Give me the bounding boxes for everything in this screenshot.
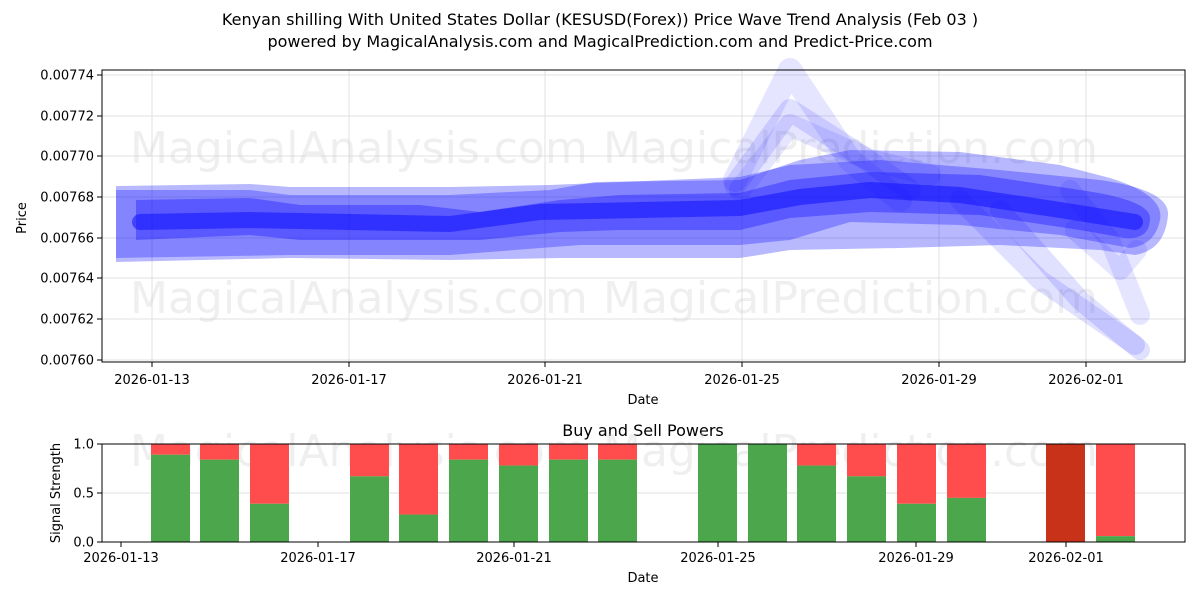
signal-bar bbox=[549, 444, 588, 542]
price-y-axis-label: Price bbox=[15, 202, 30, 234]
signal-bar bbox=[698, 444, 737, 542]
signal-y-axis: 1.0 0.5 0.0 bbox=[73, 438, 102, 551]
x-tick-label: 2026-01-29 bbox=[901, 373, 977, 388]
x-tick-label: 2026-01-17 bbox=[311, 373, 387, 388]
x-tick-label: 2026-01-21 bbox=[507, 373, 583, 388]
buy-power-segment bbox=[748, 444, 787, 542]
sell-power-segment bbox=[200, 444, 239, 460]
sell-power-segment bbox=[350, 444, 389, 476]
signal-chart: Buy and Sell Powers MagicalAnalysis.com … bbox=[49, 421, 1185, 586]
x-tick-label: 2026-02-01 bbox=[1028, 551, 1104, 566]
sell-power-segment bbox=[1046, 444, 1085, 542]
buy-power-segment bbox=[499, 466, 538, 542]
sell-power-segment bbox=[847, 444, 886, 476]
signal-bar bbox=[399, 444, 438, 542]
price-y-axis: 0.00774 0.00772 0.00770 0.00768 0.00766 0.007… bbox=[40, 69, 102, 369]
signal-bar bbox=[1096, 444, 1135, 542]
buy-power-segment bbox=[200, 460, 239, 542]
x-tick-label: 2026-02-01 bbox=[1048, 373, 1124, 388]
y-tick-label: 0.00768 bbox=[40, 191, 94, 206]
buy-power-segment bbox=[1096, 536, 1135, 542]
sell-power-segment bbox=[499, 444, 538, 466]
price-chart: MagicalAnalysis.com MagicalPrediction.co… bbox=[15, 69, 1185, 409]
buy-power-segment bbox=[598, 460, 637, 542]
buy-power-segment bbox=[399, 515, 438, 542]
sell-power-segment bbox=[897, 444, 936, 504]
sell-power-segment bbox=[598, 444, 637, 460]
y-tick-label: 0.00760 bbox=[40, 354, 94, 369]
signal-bar bbox=[151, 444, 190, 542]
x-tick-label: 2026-01-29 bbox=[878, 551, 954, 566]
watermark: MagicalAnalysis.com bbox=[130, 123, 588, 174]
x-tick-label: 2026-01-13 bbox=[114, 373, 190, 388]
watermark: MagicalAnalysis.com bbox=[130, 273, 588, 324]
y-tick-label: 1.0 bbox=[73, 438, 94, 453]
sell-power-segment bbox=[399, 444, 438, 515]
x-tick-label: 2026-01-17 bbox=[280, 551, 356, 566]
signal-bar bbox=[847, 444, 886, 542]
signal-bar bbox=[499, 444, 538, 542]
buy-power-segment bbox=[947, 498, 986, 542]
signal-bar bbox=[947, 444, 986, 542]
y-tick-label: 0.00770 bbox=[40, 150, 94, 165]
signal-x-axis-label: Date bbox=[627, 571, 658, 586]
signal-bar bbox=[897, 444, 936, 542]
signal-x-axis: 2026-01-13 2026-01-17 2026-01-21 2026-01-25… bbox=[83, 542, 1104, 566]
y-tick-label: 0.00774 bbox=[40, 69, 94, 84]
sell-power-segment bbox=[797, 444, 836, 466]
buy-power-segment bbox=[698, 444, 737, 542]
x-tick-label: 2026-01-25 bbox=[704, 373, 780, 388]
figure: MagicalAnalysis.com MagicalPrediction.co… bbox=[0, 0, 1200, 600]
y-tick-label: 0.00764 bbox=[40, 272, 94, 287]
buy-power-segment bbox=[897, 504, 936, 542]
buy-power-segment bbox=[797, 466, 836, 542]
signal-bar bbox=[200, 444, 239, 542]
y-tick-label: 0.0 bbox=[73, 536, 94, 551]
price-x-axis-label: Date bbox=[627, 393, 658, 408]
x-tick-label: 2026-01-13 bbox=[83, 551, 159, 566]
y-tick-label: 0.00762 bbox=[40, 313, 94, 328]
buy-power-segment bbox=[250, 504, 289, 542]
signal-y-axis-label: Signal Strength bbox=[49, 443, 64, 543]
signal-bar bbox=[797, 444, 836, 542]
signal-bar bbox=[1046, 444, 1085, 542]
y-tick-label: 0.5 bbox=[73, 487, 94, 502]
signal-bar bbox=[449, 444, 488, 542]
buy-power-segment bbox=[549, 460, 588, 542]
x-tick-label: 2026-01-25 bbox=[680, 551, 756, 566]
sell-power-segment bbox=[947, 444, 986, 498]
y-tick-label: 0.00772 bbox=[40, 110, 94, 125]
price-x-axis: 2026-01-13 2026-01-17 2026-01-21 2026-01-25… bbox=[114, 362, 1124, 388]
buy-power-segment bbox=[151, 455, 190, 542]
buy-power-segment bbox=[449, 460, 488, 542]
x-tick-label: 2026-01-21 bbox=[476, 551, 552, 566]
signal-bar bbox=[250, 444, 289, 542]
signal-bar bbox=[598, 444, 637, 542]
sell-power-segment bbox=[151, 444, 190, 455]
sell-power-segment bbox=[250, 444, 289, 504]
sell-power-segment bbox=[549, 444, 588, 460]
sell-power-segment bbox=[449, 444, 488, 460]
signal-bar bbox=[350, 444, 389, 542]
sell-power-segment bbox=[1096, 444, 1135, 536]
y-tick-label: 0.00766 bbox=[40, 232, 94, 247]
signal-bar bbox=[748, 444, 787, 542]
watermark: MagicalPrediction.com bbox=[603, 273, 1098, 324]
buy-power-segment bbox=[350, 476, 389, 542]
buy-power-segment bbox=[847, 476, 886, 542]
